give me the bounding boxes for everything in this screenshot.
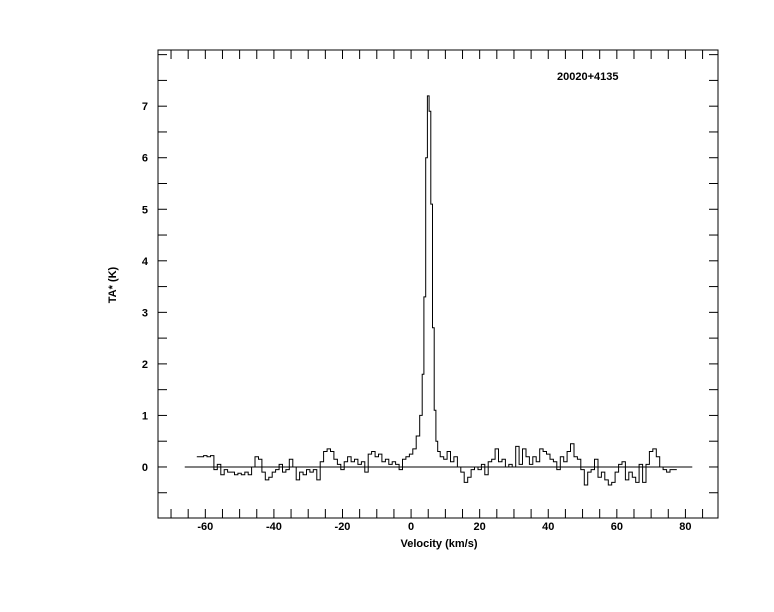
- y-tick-label: 5: [142, 204, 148, 216]
- y-axis-label: TA* (K): [107, 266, 119, 303]
- x-axis-label: Velocity (km/s): [400, 538, 477, 550]
- x-tick-label: 0: [408, 521, 414, 533]
- x-tick-label: 20: [474, 521, 486, 533]
- plot-frame: [157, 49, 719, 519]
- y-tick-label: 2: [142, 359, 148, 371]
- y-tick-label: 0: [142, 462, 148, 474]
- x-tick-label: 80: [679, 521, 691, 533]
- y-tick-label: 3: [142, 307, 148, 319]
- y-tick-label: 6: [142, 153, 148, 165]
- y-tick-label: 1: [142, 410, 148, 422]
- x-tick-label: 60: [611, 521, 623, 533]
- tick-labels: -60 -40 -20 0 20 40 60 80 0 1 2 3 4 5 6 7: [142, 101, 692, 533]
- axis-ticks: [158, 50, 718, 518]
- x-tick-label: -20: [335, 521, 351, 533]
- x-tick-label: 40: [542, 521, 554, 533]
- spectrum-line: [196, 95, 677, 486]
- x-tick-label: -40: [266, 521, 282, 533]
- y-tick-label: 4: [142, 256, 149, 268]
- x-tick-label: -60: [197, 521, 213, 533]
- chart-title: 20020+4135: [557, 71, 618, 83]
- y-tick-label: 7: [142, 101, 148, 113]
